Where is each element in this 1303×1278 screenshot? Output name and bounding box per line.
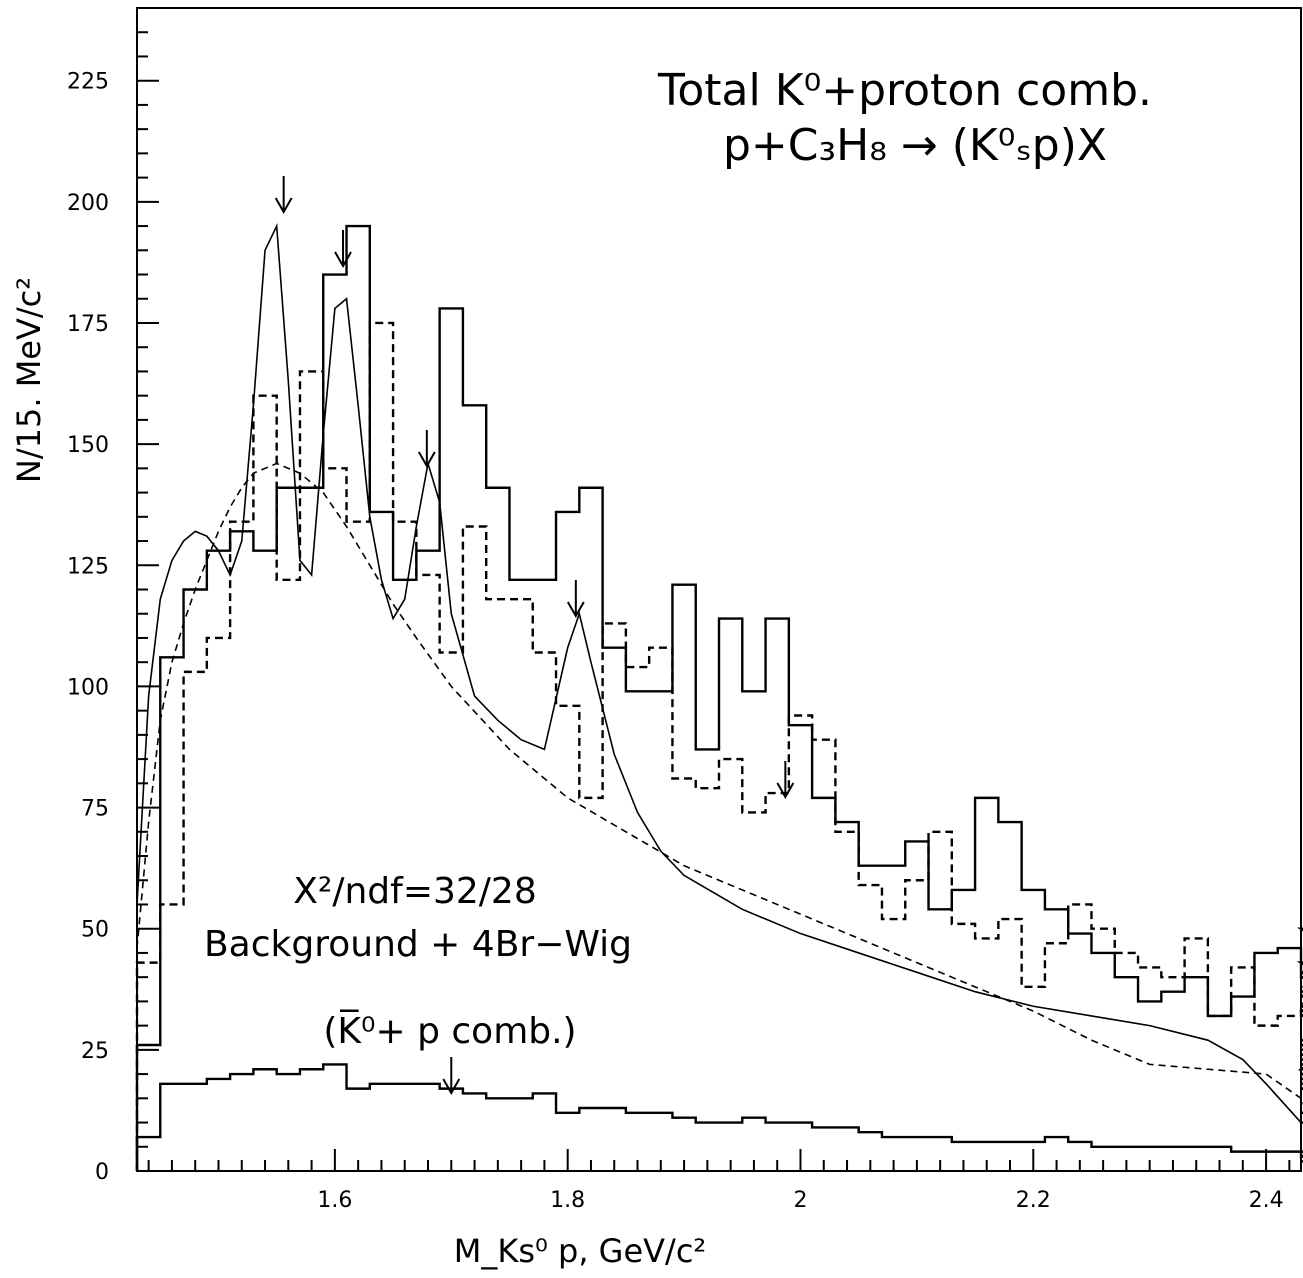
peak-arrow-head (566, 601, 585, 619)
x-tick-label: 1.6 (317, 1188, 352, 1213)
series-4-dashed-curve (136, 462, 1302, 1099)
series-2-solid-histogram (135, 1063, 1303, 1171)
x-tick-label: 2 (793, 1188, 807, 1213)
x-tick-label: 2.4 (1249, 1188, 1284, 1213)
chart-title: Total K⁰+proton comb. (657, 65, 1152, 116)
y-axis-title: N/15. MeV/c² (10, 277, 48, 483)
x-tick-label: 2.2 (1016, 1188, 1051, 1213)
axis-ticks: 0 25 50 75 100 125 150 175 200 225 1.6 1.8 2 2.2 2.4 (67, 7, 1291, 1213)
y-tick-label: 175 (67, 312, 109, 337)
x-axis-title: M_Ks⁰ p, GeV/c² (454, 1232, 707, 1270)
chi2-annotation: X²/ndf=32/28 (293, 871, 536, 912)
y-tick-label: 25 (81, 1039, 109, 1064)
series-0-solid-histogram (135, 224, 1303, 1171)
y-tick-label: 0 (95, 1160, 109, 1185)
peak-arrow-head (417, 451, 436, 469)
chart-subtitle: p+C₃H₈ → (K⁰ₛp)X (723, 120, 1107, 171)
x-tick-label: 1.8 (550, 1188, 585, 1213)
y-tick-label: 225 (67, 70, 109, 95)
plot-frame (136, 7, 1302, 1172)
peak-arrow-head (334, 251, 352, 269)
peak-arrow-head (274, 197, 293, 215)
y-tick-label: 50 (81, 918, 109, 943)
data-series (135, 223, 1303, 1171)
peak-arrow-head (442, 1078, 461, 1096)
y-tick-label: 100 (67, 675, 109, 700)
peak-arrows (274, 176, 795, 1096)
antikaon-label: (K̅⁰+ p comb.) (323, 1009, 576, 1052)
series-1-dashed-histogram (135, 321, 1303, 1171)
y-tick-label: 125 (67, 554, 109, 579)
peak-arrow-head (776, 782, 795, 800)
fit-label: Background + 4Br−Wig (204, 924, 632, 965)
y-tick-label: 75 (81, 797, 109, 822)
y-tick-label: 200 (67, 191, 109, 216)
y-tick-label: 150 (67, 433, 109, 458)
